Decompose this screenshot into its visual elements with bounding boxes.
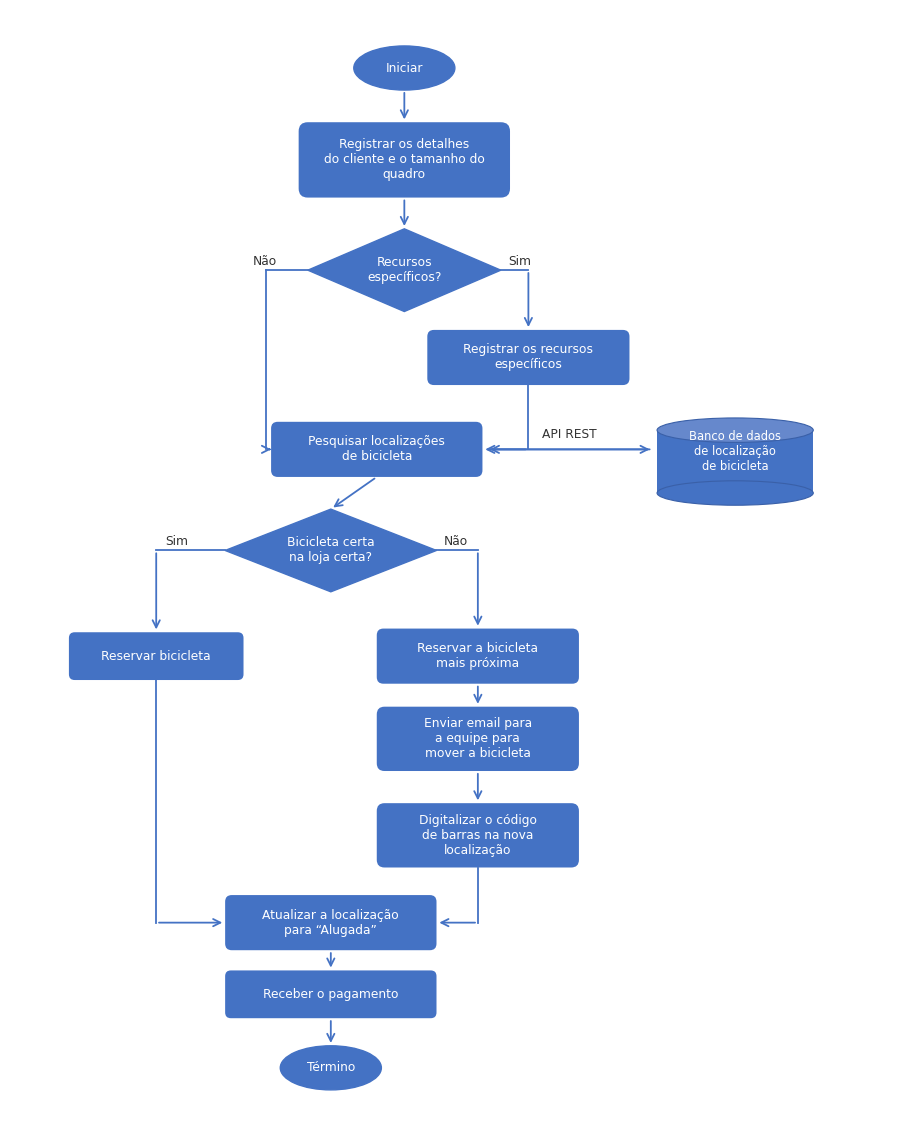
- Ellipse shape: [657, 481, 814, 506]
- Text: Reservar a bicicleta
mais próxima: Reservar a bicicleta mais próxima: [417, 642, 539, 670]
- Text: Banco de dados
de localização
de bicicleta: Banco de dados de localização de bicicle…: [689, 430, 781, 473]
- Text: Reservar bicicleta: Reservar bicicleta: [102, 650, 211, 662]
- Text: Término: Término: [307, 1061, 355, 1074]
- Ellipse shape: [657, 418, 814, 442]
- Text: Receber o pagamento: Receber o pagamento: [263, 988, 398, 1001]
- Text: Pesquisar localizações
de bicicleta: Pesquisar localizações de bicicleta: [308, 435, 445, 464]
- FancyBboxPatch shape: [69, 633, 243, 680]
- FancyBboxPatch shape: [376, 628, 579, 684]
- Text: Iniciar: Iniciar: [385, 61, 423, 75]
- Text: API REST: API REST: [542, 429, 597, 441]
- Text: Enviar email para
a equipe para
mover a bicicleta: Enviar email para a equipe para mover a …: [424, 718, 532, 760]
- Text: Digitalizar o código
de barras na nova
localização: Digitalizar o código de barras na nova l…: [419, 814, 537, 857]
- Text: Atualizar a localização
para “Alugada”: Atualizar a localização para “Alugada”: [262, 908, 399, 937]
- FancyBboxPatch shape: [427, 330, 629, 386]
- Text: Não: Não: [253, 255, 277, 268]
- Text: Sim: Sim: [508, 255, 532, 268]
- Text: Registrar os recursos
específicos: Registrar os recursos específicos: [463, 344, 593, 372]
- Text: Registrar os detalhes
do cliente e o tamanho do
quadro: Registrar os detalhes do cliente e o tam…: [324, 138, 484, 181]
- FancyBboxPatch shape: [657, 430, 814, 493]
- Ellipse shape: [354, 46, 455, 90]
- Text: Recursos
específicos?: Recursos específicos?: [367, 256, 442, 285]
- Polygon shape: [307, 229, 501, 312]
- FancyBboxPatch shape: [271, 422, 483, 477]
- FancyBboxPatch shape: [225, 971, 436, 1018]
- Text: Bicicleta certa
na loja certa?: Bicicleta certa na loja certa?: [287, 536, 375, 565]
- Text: Sim: Sim: [165, 535, 189, 548]
- Polygon shape: [225, 509, 436, 592]
- FancyBboxPatch shape: [298, 122, 510, 197]
- FancyBboxPatch shape: [376, 803, 579, 868]
- Text: Não: Não: [444, 535, 468, 548]
- FancyBboxPatch shape: [376, 706, 579, 771]
- FancyBboxPatch shape: [225, 895, 436, 950]
- Ellipse shape: [280, 1046, 381, 1090]
